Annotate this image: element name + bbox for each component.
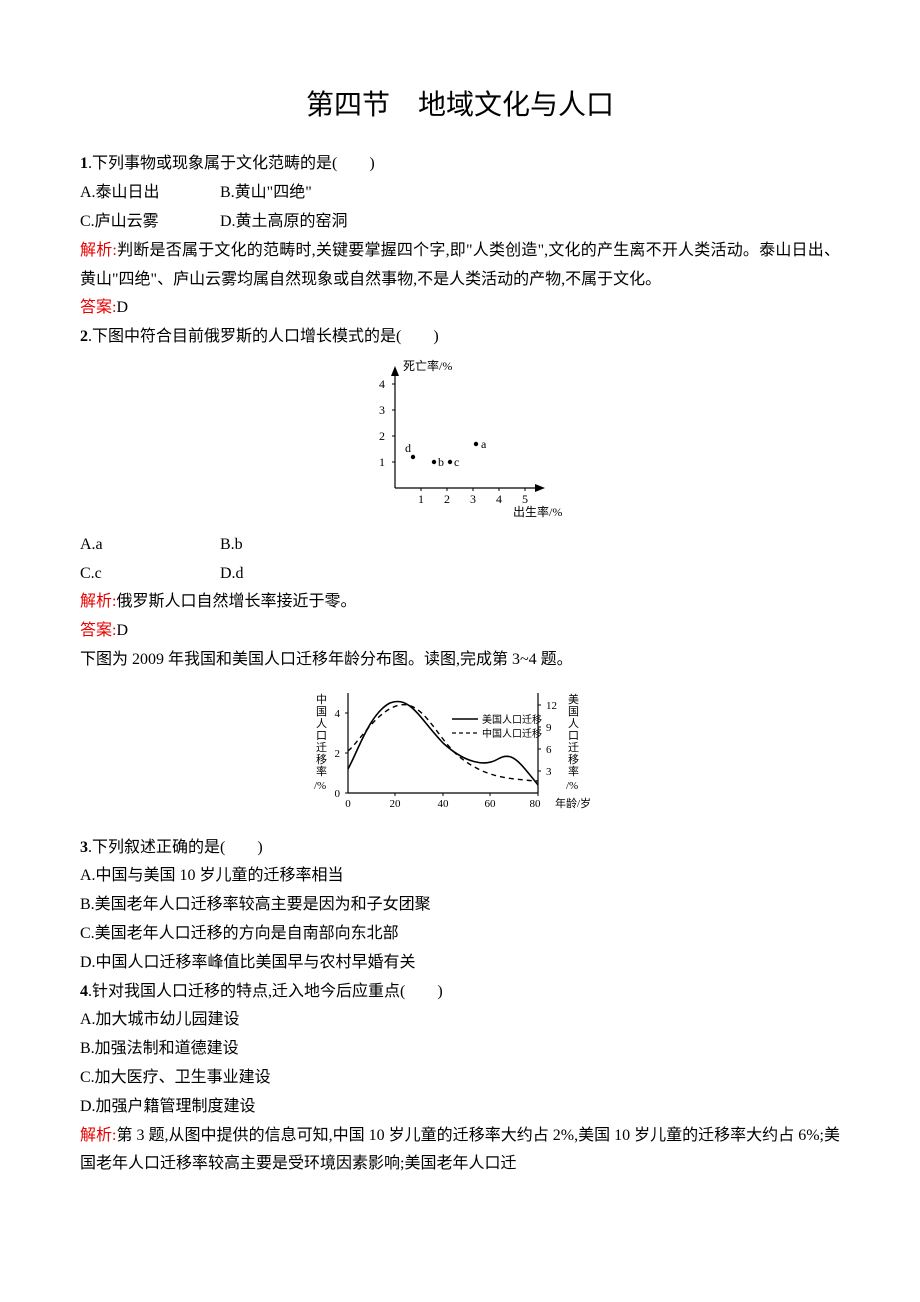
chart2-line: 0 2 4 3 6 9 12 0 20 40 60 80 年龄/岁 中国人口迁移… <box>80 681 840 832</box>
svg-text:率: 率 <box>316 764 327 778</box>
q2-analysis: 解析:俄罗斯人口自然增长率接近于零。 <box>80 588 840 617</box>
svg-text:6: 6 <box>546 744 552 756</box>
q2-options-row2: C.c D.d <box>80 560 840 589</box>
svg-text:b: b <box>438 455 444 469</box>
svg-text:9: 9 <box>546 722 552 734</box>
svg-text:c: c <box>454 455 459 469</box>
q3-4-analysis-text: 第 3 题,从图中提供的信息可知,中国 10 岁儿童的迁移率大约占 2%,美国 … <box>80 1127 840 1173</box>
q2-stem: .下图中符合目前俄罗斯的人口增长模式的是( ) <box>88 328 439 345</box>
svg-text:2: 2 <box>379 429 385 443</box>
q2-answer: 答案:D <box>80 617 840 646</box>
svg-text:3: 3 <box>470 492 476 506</box>
svg-text:率: 率 <box>568 764 579 778</box>
svg-text:人: 人 <box>316 717 327 730</box>
q1-answer: 答案:D <box>80 294 840 323</box>
svg-text:人: 人 <box>568 717 579 730</box>
q2-answer-label: 答案: <box>80 622 116 639</box>
q2-stem-line: 2.下图中符合目前俄罗斯的人口增长模式的是( ) <box>80 323 840 352</box>
svg-text:4: 4 <box>379 377 385 391</box>
svg-text:死亡率/%: 死亡率/% <box>403 358 452 373</box>
svg-text:4: 4 <box>335 708 341 720</box>
svg-text:1: 1 <box>379 455 385 469</box>
q2-options-row1: A.a B.b <box>80 531 840 560</box>
q3-option-b: B.美国老年人口迁移率较高主要是因为和子女团聚 <box>80 891 840 920</box>
q3-option-a: A.中国与美国 10 岁儿童的迁移率相当 <box>80 862 840 891</box>
q2-number: 2 <box>80 328 88 345</box>
chart1-scatter: 1 2 3 4 1 2 3 4 5 死亡率/% 出生率/% d b c a <box>80 358 840 529</box>
q4-option-d: D.加强户籍管理制度建设 <box>80 1093 840 1122</box>
svg-text:出生率/%: 出生率/% <box>513 504 562 518</box>
q2-analysis-text: 俄罗斯人口自然增长率接近于零。 <box>116 593 356 610</box>
q1-stem: .下列事物或现象属于文化范畴的是( ) <box>88 155 375 172</box>
q1-answer-value: D <box>116 299 128 316</box>
svg-text:3: 3 <box>546 766 552 778</box>
svg-text:美国人口迁移: 美国人口迁移 <box>482 713 542 726</box>
svg-text:20: 20 <box>390 798 402 810</box>
svg-text:1: 1 <box>418 492 424 506</box>
q2-analysis-label: 解析: <box>80 593 116 610</box>
svg-text:年龄/岁: 年龄/岁 <box>555 796 591 810</box>
q4-number: 4 <box>80 983 88 1000</box>
q1-answer-label: 答案: <box>80 299 116 316</box>
svg-text:中国人口迁移: 中国人口迁移 <box>482 727 542 740</box>
svg-text:2: 2 <box>444 492 450 506</box>
q2-option-a: A.a <box>80 531 220 560</box>
q1-options-row1: A.泰山日出 B.黄山"四绝" <box>80 179 840 208</box>
q2-answer-value: D <box>116 622 128 639</box>
q4-stem-line: 4.针对我国人口迁移的特点,迁入地今后应重点( ) <box>80 978 840 1007</box>
svg-text:5: 5 <box>522 492 528 506</box>
q4-option-c: C.加大医疗、卫生事业建设 <box>80 1064 840 1093</box>
svg-text:美: 美 <box>568 693 579 706</box>
q3-stem: .下列叙述正确的是( ) <box>88 839 263 856</box>
svg-text:迁: 迁 <box>316 741 327 754</box>
q1-option-c: C.庐山云雾 <box>80 208 220 237</box>
q1-analysis-text: 判断是否属于文化的范畴时,关键要掌握四个字,即"人类创造",文化的产生离不开人类… <box>80 242 840 288</box>
q2-option-d: D.d <box>220 560 244 589</box>
svg-text:国: 国 <box>316 705 327 718</box>
svg-text:60: 60 <box>485 798 497 810</box>
intro-q3-q4: 下图为 2009 年我国和美国人口迁移年龄分布图。读图,完成第 3~4 题。 <box>80 646 840 675</box>
q3-number: 3 <box>80 839 88 856</box>
q1-option-a: A.泰山日出 <box>80 179 220 208</box>
svg-text:4: 4 <box>496 492 502 506</box>
q1-option-b: B.黄山"四绝" <box>220 179 312 208</box>
q4-option-a: A.加大城市幼儿园建设 <box>80 1006 840 1035</box>
q1-analysis: 解析:判断是否属于文化的范畴时,关键要掌握四个字,即"人类创造",文化的产生离不… <box>80 237 840 295</box>
q2-option-c: C.c <box>80 560 220 589</box>
svg-text:3: 3 <box>379 403 385 417</box>
svg-text:2: 2 <box>335 748 341 760</box>
svg-text:40: 40 <box>438 798 450 810</box>
q3-option-d: D.中国人口迁移率峰值比美国早与农村早婚有关 <box>80 949 840 978</box>
svg-text:/%: /% <box>566 780 578 792</box>
q3-stem-line: 3.下列叙述正确的是( ) <box>80 834 840 863</box>
q1-options-row2: C.庐山云雾 D.黄土高原的窑洞 <box>80 208 840 237</box>
svg-text:d: d <box>405 441 411 455</box>
q1-stem-line: 1.下列事物或现象属于文化范畴的是( ) <box>80 150 840 179</box>
q1-number: 1 <box>80 155 88 172</box>
svg-text:国: 国 <box>568 705 579 718</box>
svg-text:移: 移 <box>568 753 579 766</box>
svg-text:/%: /% <box>314 780 326 792</box>
svg-text:12: 12 <box>546 700 557 712</box>
svg-text:口: 口 <box>568 730 579 742</box>
svg-text:80: 80 <box>530 798 542 810</box>
q2-option-b: B.b <box>220 531 243 560</box>
svg-text:口: 口 <box>316 730 327 742</box>
q4-option-b: B.加强法制和道德建设 <box>80 1035 840 1064</box>
svg-text:0: 0 <box>345 798 351 810</box>
section-title: 第四节 地域文化与人口 <box>80 80 840 130</box>
svg-text:中: 中 <box>316 693 327 706</box>
q1-option-d: D.黄土高原的窑洞 <box>220 208 348 237</box>
svg-text:移: 移 <box>316 753 327 766</box>
q3-4-analysis-label: 解析: <box>80 1127 116 1144</box>
q4-stem: .针对我国人口迁移的特点,迁入地今后应重点( ) <box>88 983 443 1000</box>
svg-text:0: 0 <box>335 788 341 800</box>
q1-analysis-label: 解析: <box>80 242 117 259</box>
svg-text:迁: 迁 <box>568 741 579 754</box>
q3-4-analysis: 解析:第 3 题,从图中提供的信息可知,中国 10 岁儿童的迁移率大约占 2%,… <box>80 1122 840 1180</box>
svg-text:a: a <box>481 437 487 451</box>
q3-option-c: C.美国老年人口迁移的方向是自南部向东北部 <box>80 920 840 949</box>
